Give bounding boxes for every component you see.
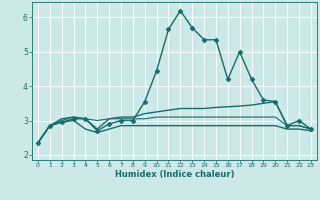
X-axis label: Humidex (Indice chaleur): Humidex (Indice chaleur) (115, 170, 234, 179)
